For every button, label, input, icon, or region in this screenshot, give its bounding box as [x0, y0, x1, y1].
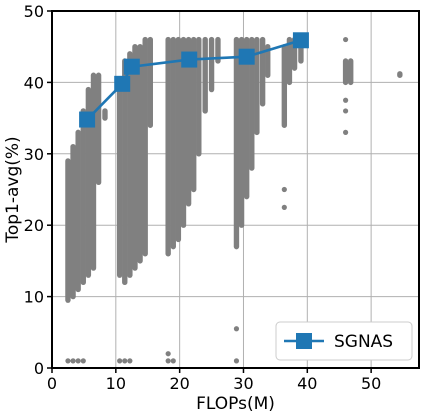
sgnas-point [79, 111, 96, 128]
population-outlier-point [65, 358, 71, 364]
y-tick-label: 30 [24, 145, 44, 164]
population-outlier-point [281, 204, 287, 210]
x-tick-label: 0 [47, 374, 57, 393]
plot-area-frame [51, 10, 420, 369]
population-outlier-point [233, 358, 240, 364]
sgnas-point [238, 48, 255, 65]
population-outlier-point [170, 358, 176, 364]
y-tick-label: 40 [24, 73, 44, 92]
population-outlier-point [70, 358, 76, 364]
y-tick-label: 20 [24, 216, 44, 235]
legend: SGNAS [275, 321, 413, 361]
population-outlier-point [165, 358, 171, 364]
population-outlier-point [343, 129, 349, 135]
x-tick-label: 10 [106, 374, 126, 393]
population-outlier-point [127, 358, 133, 364]
legend-entry-sgnas: SGNAS [334, 332, 393, 352]
population-outlier-point [233, 326, 240, 332]
population-outlier-point [343, 36, 349, 43]
y-tick-label: 10 [24, 288, 44, 307]
axis-ticks: 0 10 20 30 40 50 0 10 20 30 40 50 [24, 2, 382, 393]
sgnas-point [114, 75, 131, 92]
population-outlier-point [80, 358, 86, 364]
x-tick-label: 20 [169, 374, 189, 393]
sgnas-point [292, 32, 309, 49]
y-tick-label: 50 [24, 2, 44, 21]
population-outlier-point [343, 108, 349, 114]
sgnas-series [79, 32, 309, 128]
y-axis-label: Top1-avg(%) [3, 136, 23, 243]
x-axis-label: FLOPs(M) [196, 394, 275, 414]
legend-box [275, 321, 413, 361]
population-outlier-point [165, 351, 171, 357]
population-outlier-point [117, 358, 123, 364]
x-tick-label: 50 [361, 374, 381, 393]
y-tick-label: 0 [34, 359, 44, 378]
sgnas-point [181, 51, 198, 68]
population-outlier-point [281, 186, 287, 193]
x-tick-label: 30 [233, 374, 253, 393]
x-tick-label: 40 [297, 374, 317, 393]
population-outlier-point [343, 97, 349, 103]
population-outlier-point [122, 358, 128, 364]
legend-marker-swatch [296, 333, 312, 349]
population-outlier-point [75, 358, 81, 364]
sgnas-point [123, 58, 140, 75]
